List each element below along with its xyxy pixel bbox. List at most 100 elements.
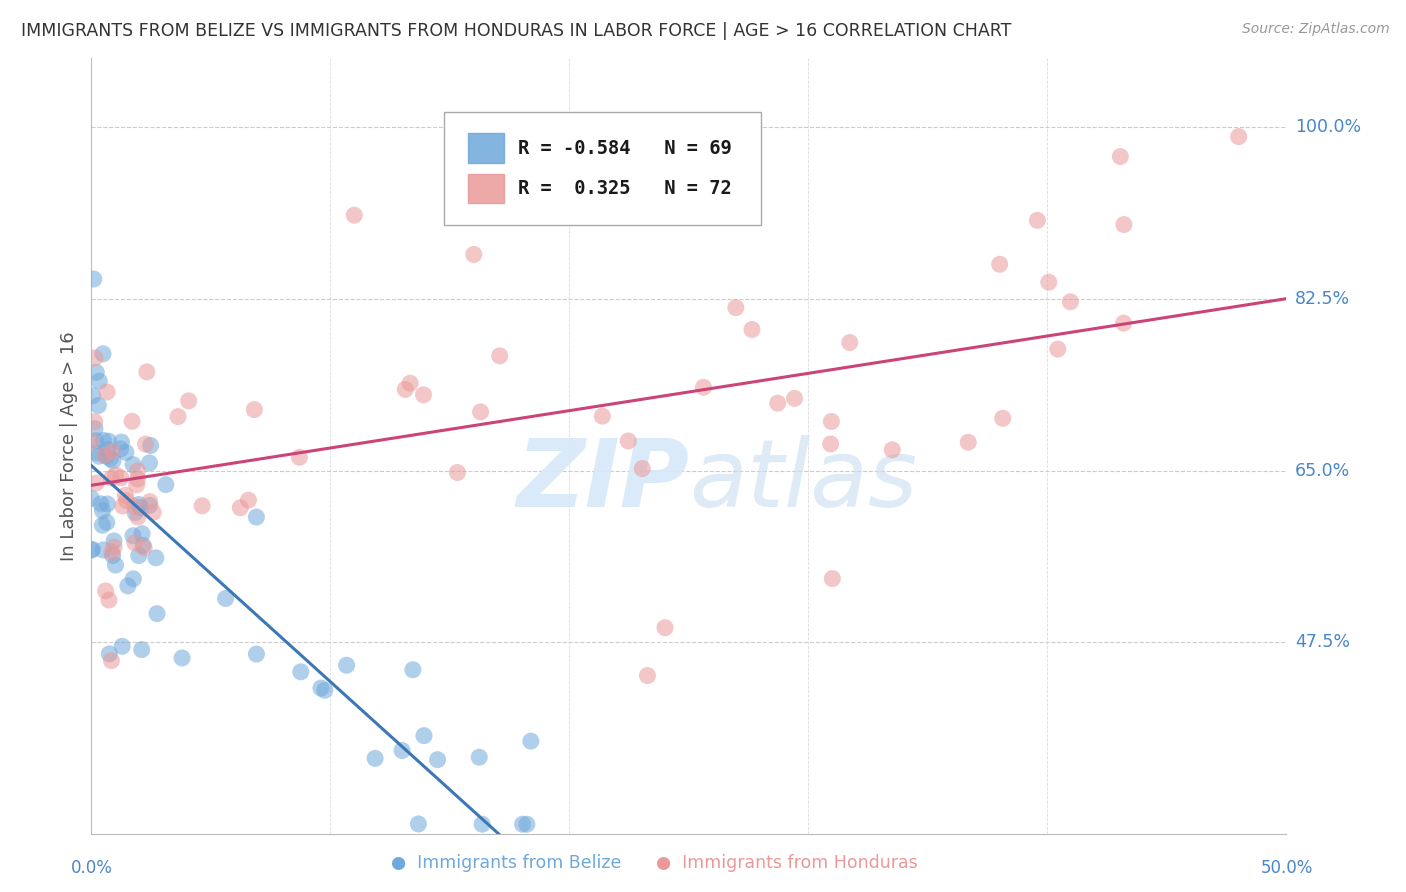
Point — [132, 538, 155, 552]
Point — [238, 493, 260, 508]
Point — [101, 454, 124, 468]
Point — [122, 572, 145, 586]
Point — [129, 500, 152, 515]
Point — [127, 510, 149, 524]
Point — [446, 466, 468, 480]
Point — [91, 347, 114, 361]
Point — [82, 542, 104, 557]
Point — [741, 322, 763, 336]
Text: Source: ZipAtlas.com: Source: ZipAtlas.com — [1241, 22, 1389, 37]
Point — [1059, 294, 1081, 309]
Text: ●  Immigrants from Honduras: ● Immigrants from Honduras — [657, 855, 918, 872]
Point — [314, 683, 336, 698]
Text: 50.0%: 50.0% — [1260, 859, 1313, 877]
Point — [91, 434, 114, 448]
Text: 65.0%: 65.0% — [1295, 461, 1350, 480]
Point — [408, 817, 430, 831]
Text: 0.0%: 0.0% — [70, 859, 112, 877]
Point — [80, 491, 103, 506]
Point — [413, 729, 436, 743]
Text: atlas: atlas — [689, 435, 917, 526]
Point — [135, 437, 157, 451]
Point — [94, 449, 117, 463]
Point — [191, 499, 214, 513]
Point — [82, 389, 104, 403]
Point — [135, 365, 157, 379]
Point — [117, 579, 139, 593]
Point — [128, 498, 150, 512]
Point — [243, 402, 266, 417]
Point — [96, 384, 118, 399]
Point — [127, 464, 149, 478]
Point — [516, 817, 538, 831]
Point — [988, 257, 1011, 271]
Text: 100.0%: 100.0% — [1295, 118, 1361, 136]
Point — [145, 550, 167, 565]
Point — [110, 471, 132, 485]
Point — [245, 510, 267, 524]
Point — [98, 647, 121, 661]
Point — [128, 549, 150, 563]
Point — [636, 668, 658, 682]
Point — [288, 450, 311, 465]
Point — [114, 488, 136, 502]
Point — [104, 467, 127, 482]
Point — [80, 434, 103, 449]
Text: 47.5%: 47.5% — [1295, 633, 1350, 651]
Point — [103, 540, 125, 554]
Point — [97, 434, 120, 449]
Point — [821, 572, 844, 586]
Point — [89, 374, 111, 388]
Point — [399, 376, 422, 391]
Point — [84, 351, 107, 365]
Point — [91, 543, 114, 558]
Point — [1112, 218, 1135, 232]
Point — [122, 529, 145, 543]
Point — [512, 817, 534, 831]
Point — [84, 434, 107, 448]
Point — [84, 365, 107, 379]
Point — [155, 477, 177, 491]
Point — [125, 478, 148, 492]
Point — [820, 437, 842, 451]
Point — [394, 383, 416, 397]
Point — [101, 545, 124, 559]
Text: IMMIGRANTS FROM BELIZE VS IMMIGRANTS FROM HONDURAS IN LABOR FORCE | AGE > 16 COR: IMMIGRANTS FROM BELIZE VS IMMIGRANTS FRO… — [21, 22, 1011, 40]
Point — [177, 393, 200, 408]
Point — [115, 493, 138, 508]
Point — [991, 411, 1014, 425]
Point — [402, 663, 425, 677]
Point — [343, 208, 366, 222]
Point — [520, 734, 543, 748]
Point — [820, 415, 842, 429]
Point — [229, 500, 252, 515]
Point — [100, 451, 122, 466]
Text: ●  Immigrants from Belize: ● Immigrants from Belize — [391, 855, 621, 872]
Point — [83, 272, 105, 286]
Point — [104, 558, 127, 573]
Point — [124, 500, 146, 514]
Point — [91, 518, 114, 533]
Point — [654, 621, 676, 635]
Point — [132, 541, 155, 555]
Point — [488, 349, 510, 363]
Point — [1026, 213, 1049, 227]
Point — [110, 435, 132, 450]
Point — [94, 448, 117, 462]
Point — [1038, 275, 1060, 289]
Point — [127, 472, 149, 486]
Point — [335, 658, 357, 673]
Point — [111, 640, 134, 654]
Point — [470, 405, 492, 419]
Point — [957, 435, 980, 450]
Text: R =  0.325   N = 72: R = 0.325 N = 72 — [517, 179, 731, 198]
Point — [139, 494, 162, 508]
Point — [471, 817, 494, 831]
Point — [96, 497, 118, 511]
Point — [84, 422, 107, 436]
Point — [766, 396, 789, 410]
Point — [617, 434, 640, 448]
Point — [101, 444, 124, 458]
Point — [591, 409, 613, 423]
Point — [122, 458, 145, 472]
